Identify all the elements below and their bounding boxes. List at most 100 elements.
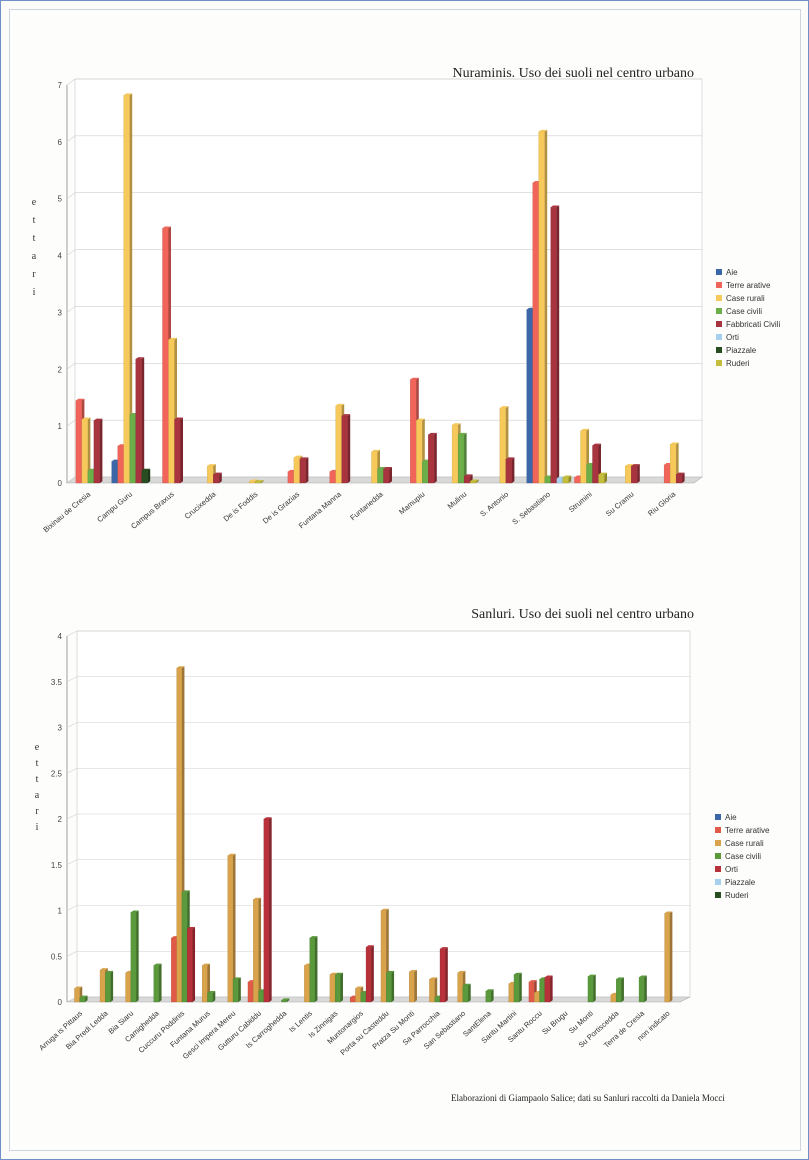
bar-top: [592, 443, 601, 446]
bar-side: [99, 418, 103, 483]
y-tick-label: 4: [58, 252, 63, 261]
category-label: De is Grazias: [261, 489, 301, 525]
bar-top: [79, 995, 88, 998]
legend-label: Orti: [726, 333, 739, 342]
y-axis-label-letter: t: [33, 215, 36, 226]
bar-top: [355, 986, 364, 989]
legend-swatch: [716, 269, 722, 275]
bar-side: [519, 972, 522, 1002]
category-label: Bixinau de Cresia: [41, 489, 92, 534]
bar-top: [485, 989, 494, 992]
category-label: Su Brugu: [540, 1009, 569, 1037]
bar-side: [192, 927, 196, 1002]
bar-case-rurali: [625, 465, 632, 484]
bar-case-rurali: [580, 430, 587, 484]
bar-top: [207, 991, 216, 993]
bar-top: [74, 986, 83, 989]
legend-swatch: [716, 308, 722, 314]
bar-top: [513, 972, 522, 975]
bar-terre-arative: [162, 228, 169, 484]
bar-terre-arative: [574, 477, 581, 484]
bar-case-civili: [360, 992, 367, 1003]
bar-top: [562, 475, 572, 478]
legend-label: Fabbricati Civili: [726, 320, 780, 329]
bar-top: [341, 414, 351, 416]
grid-line-diagonal: [66, 950, 78, 957]
bar-top: [664, 911, 673, 914]
bar-fabbricati-civili: [463, 476, 471, 484]
bar-case-rurali: [227, 855, 234, 1003]
bar-top: [141, 468, 151, 471]
bar-case-rurali: [380, 910, 387, 1003]
category-label: De is Foddis: [222, 489, 260, 523]
bar-case-rurali: [664, 913, 671, 1003]
bar-fabbricati-civili: [93, 420, 101, 484]
bar-top: [75, 398, 85, 401]
bar-top: [130, 910, 139, 913]
grid-line-diagonal: [66, 249, 76, 256]
bar-side: [87, 417, 91, 483]
bar-top: [457, 970, 466, 973]
legend-swatch: [716, 295, 722, 301]
bar-case-rurali: [81, 419, 89, 484]
category-label: S. Antonio: [478, 490, 510, 519]
bar-case-rurali: [168, 339, 175, 484]
bar-side: [621, 977, 624, 1002]
grid-line-diagonal: [66, 767, 78, 774]
bar-side: [141, 357, 145, 483]
y-tick-label: 6: [58, 138, 63, 147]
legend-swatch: [716, 360, 722, 366]
legend-swatch: [715, 892, 721, 898]
bar-terre-arative: [171, 937, 177, 1003]
y-axis-label-letter: e: [35, 742, 40, 753]
bar-top: [281, 998, 290, 1001]
y-axis-label-letter: t: [36, 758, 39, 769]
y-axis-label-letter: t: [36, 774, 39, 785]
bar-ruderi: [562, 477, 569, 484]
bar-side: [593, 974, 596, 1002]
bar-side: [568, 475, 572, 483]
bar-top: [429, 977, 438, 980]
bar-case-rurali: [457, 972, 464, 1003]
bar-case-civili: [485, 990, 492, 1003]
bar-top: [598, 472, 607, 475]
y-axis-label-letter: a: [35, 790, 40, 801]
legend-swatch: [716, 347, 722, 353]
y-axis-label-letter: i: [33, 287, 36, 298]
bar-case-rurali: [335, 405, 342, 484]
bar-fabbricati-civili: [631, 465, 638, 484]
grid-line-diagonal: [66, 78, 76, 86]
bar-case-civili: [309, 937, 316, 1003]
bar-top: [409, 970, 417, 972]
bar-orti: [439, 948, 446, 1003]
bar-orti: [187, 928, 193, 1003]
bar-top: [81, 417, 91, 420]
bar-case-rurali: [253, 899, 259, 1003]
category-label: Strumini: [567, 489, 594, 514]
y-tick-label: 3: [58, 724, 63, 733]
y-tick-label: 2: [58, 365, 63, 374]
legend-label: Ruderi: [725, 891, 749, 900]
bar-side: [180, 417, 183, 483]
bar-case-civili: [544, 477, 551, 484]
bar-fabbricati-civili: [505, 458, 513, 484]
plot-back-wall: [74, 78, 703, 478]
y-axis-label-letter: i: [36, 822, 39, 833]
bar-aie: [111, 461, 118, 484]
bar-side: [371, 945, 374, 1002]
legend-swatch: [715, 866, 721, 872]
bar-fabbricati-civili: [299, 458, 307, 484]
y-tick-label: 0: [58, 479, 63, 488]
bar-case-rurali: [508, 983, 515, 1003]
bar-top: [440, 947, 448, 949]
bar-case-civili: [462, 985, 469, 1003]
bar-case-rurali: [125, 972, 132, 1003]
legend-swatch: [715, 840, 721, 846]
bar-top: [299, 457, 309, 460]
bar-terre-arative: [75, 400, 83, 484]
category-label: Campu Guru: [95, 490, 134, 524]
bar-side: [414, 970, 417, 1002]
bar-case-civili: [638, 977, 645, 1003]
y-axis-label-letter: r: [32, 269, 36, 280]
bar-case-rurali: [293, 457, 301, 484]
